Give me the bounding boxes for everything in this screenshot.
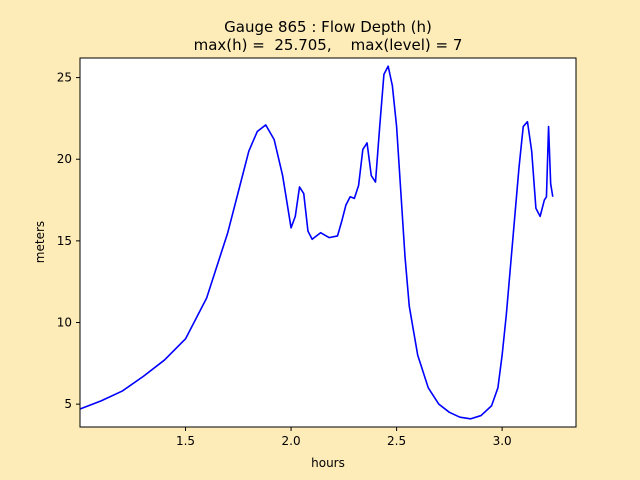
x-tick-label: 1.5 <box>176 434 195 448</box>
chart-title-line-2: max(h) = 25.705, max(level) = 7 <box>194 36 463 54</box>
y-tick-label: 25 <box>57 71 72 85</box>
series-layer <box>79 65 554 420</box>
y-tick-label: 5 <box>64 397 72 411</box>
x-tick-label: 3.0 <box>493 434 512 448</box>
y-axis-label: meters <box>33 221 47 263</box>
plot-frame <box>79 57 577 428</box>
y-tick-label: 20 <box>57 152 72 166</box>
x-axis-label: hours <box>311 456 345 470</box>
y-tick-label: 10 <box>57 316 72 330</box>
x-tick-label: 2.5 <box>387 434 406 448</box>
chart-title-line-1: Gauge 865 : Flow Depth (h) <box>224 18 432 36</box>
y-axis-ticks: 5 10 15 20 25 <box>57 71 80 411</box>
x-tick-label: 2.0 <box>282 434 301 448</box>
series-line-0 <box>79 65 554 420</box>
y-tick-label: 15 <box>57 234 72 248</box>
x-axis-ticks: 1.5 2.0 2.5 3.0 <box>176 427 512 448</box>
plot-area <box>80 58 576 427</box>
